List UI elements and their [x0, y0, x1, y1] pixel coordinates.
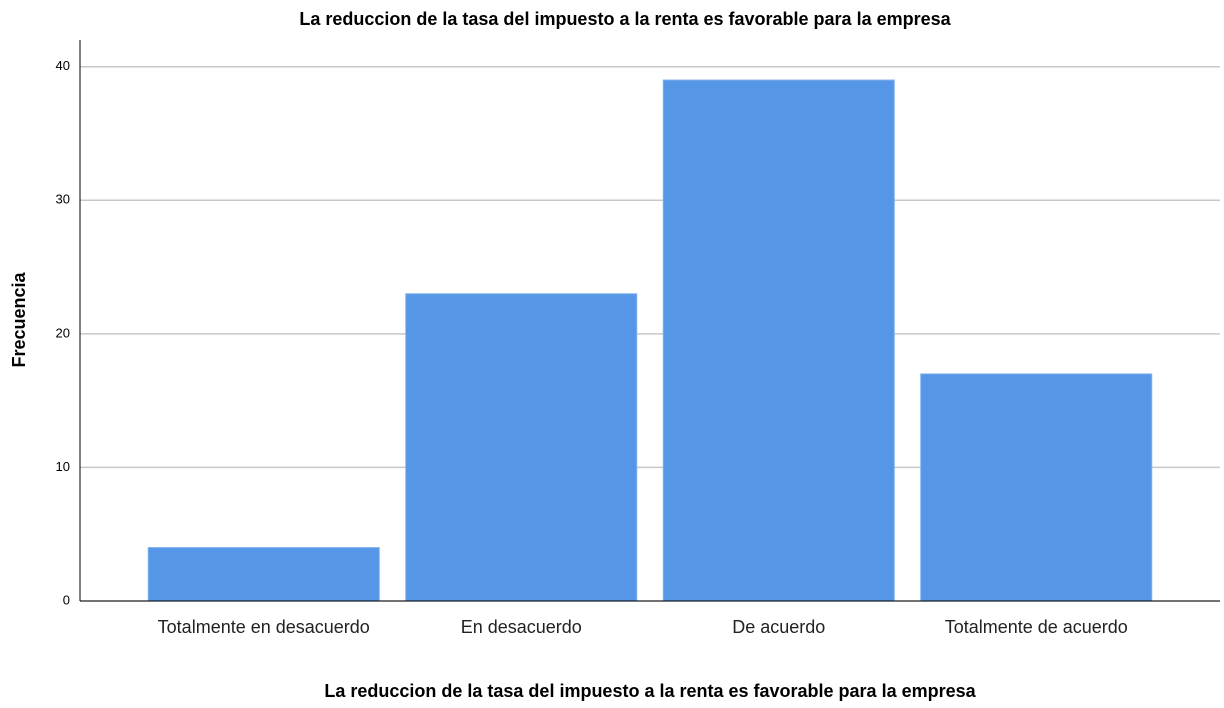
- y-tick-label: 10: [56, 459, 70, 474]
- x-tick-label: De acuerdo: [732, 617, 826, 637]
- y-tick-label: 30: [56, 192, 70, 207]
- chart-title: La reduccion de la tasa del impuesto a l…: [299, 9, 951, 29]
- bar: [147, 547, 380, 602]
- bar: [662, 79, 895, 602]
- bar: [920, 373, 1153, 602]
- y-tick-label: 0: [63, 592, 70, 607]
- y-axis-title: Frecuencia: [9, 271, 29, 367]
- x-tick-label: En desacuerdo: [460, 617, 582, 637]
- y-tick-label: 20: [56, 325, 70, 340]
- x-axis-title: La reduccion de la tasa del impuesto a l…: [324, 681, 976, 701]
- y-tick-label: 40: [56, 58, 70, 73]
- bar: [405, 293, 638, 602]
- x-tick-label: Totalmente en desacuerdo: [157, 617, 370, 637]
- x-tick-label: Totalmente de acuerdo: [944, 617, 1128, 637]
